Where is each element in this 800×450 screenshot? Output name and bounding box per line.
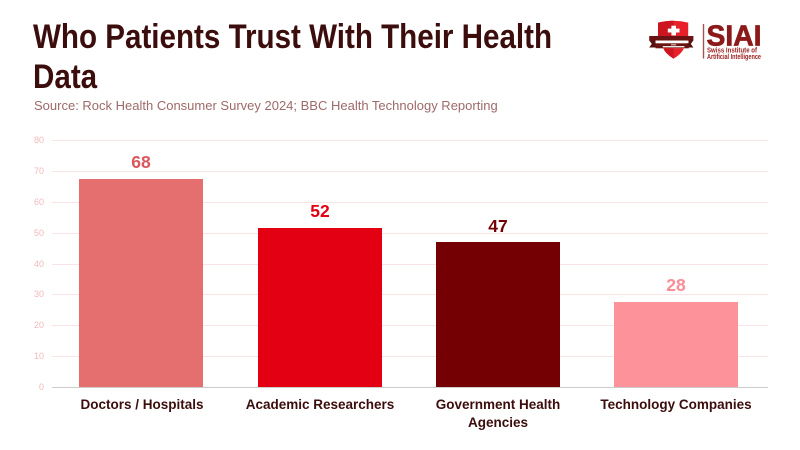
svg-text:SIAI: SIAI xyxy=(707,21,762,53)
svg-text:Swiss Institute of: Swiss Institute of xyxy=(707,47,758,54)
svg-text:Artificial Intelligence: Artificial Intelligence xyxy=(707,54,761,61)
